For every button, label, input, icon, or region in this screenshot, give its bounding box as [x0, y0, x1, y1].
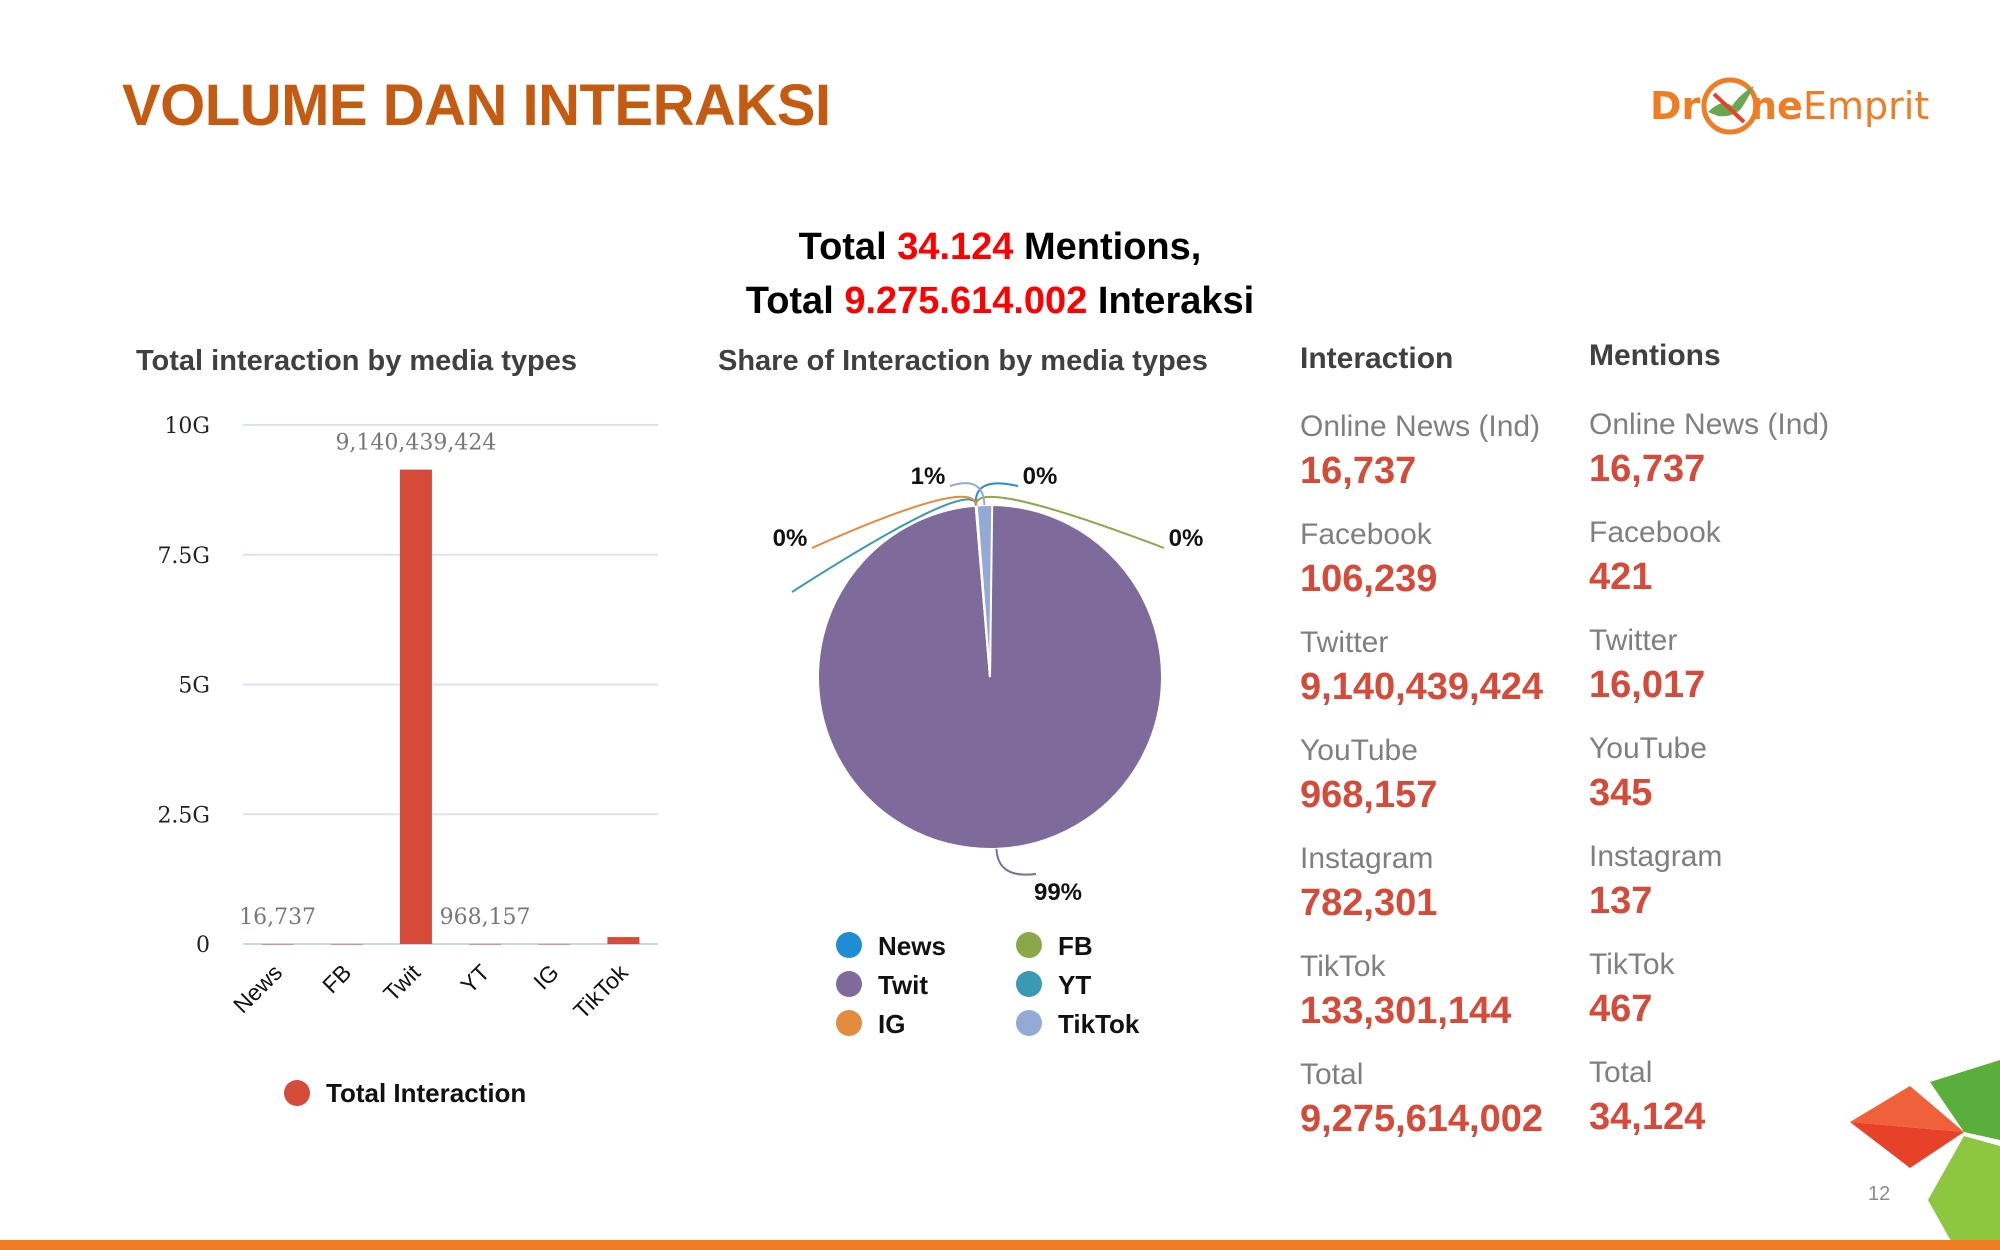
bar-twit	[399, 469, 432, 944]
stat-label: YouTube	[1589, 732, 1707, 765]
mentions-column-title: Mentions	[1589, 339, 1721, 372]
logo-text-dr: Dr	[1650, 84, 1701, 128]
interaction-column-title: Interaction	[1300, 342, 1454, 375]
bar-news	[261, 943, 294, 945]
x-tick-label: IG	[528, 959, 564, 995]
slide-title: VOLUME DAN INTERAKSI	[122, 73, 831, 138]
bottom-accent-bar	[0, 1240, 2000, 1250]
stat-value: 9,275,614,002	[1300, 1098, 1544, 1140]
pie-data-label: 0%	[773, 525, 808, 552]
stat-label: Online News (Ind)	[1300, 410, 1541, 443]
pie-data-label: 1%	[911, 463, 946, 490]
pie-legend-label: FB	[1058, 931, 1093, 961]
stat-label: Facebook	[1589, 516, 1721, 549]
pie-data-label: 99%	[1034, 879, 1082, 906]
headline-suffix: Interaksi	[1087, 280, 1255, 322]
stat-value: 137	[1589, 880, 1653, 922]
bar-data-label: 968,157	[440, 905, 531, 930]
stat-value: 421	[1589, 556, 1653, 598]
stat-label: TikTok	[1589, 948, 1675, 981]
pie-legend-marker	[836, 932, 862, 958]
y-tick-label: 0	[196, 933, 210, 958]
legend-label: Total Interaction	[326, 1078, 526, 1108]
x-tick-label: TikTok	[568, 959, 633, 1024]
logo-text-emprit: Emprit	[1803, 84, 1930, 128]
pie-leader-line	[995, 848, 1037, 876]
legend-marker	[284, 1080, 310, 1106]
pie-data-label: 0%	[1169, 525, 1204, 552]
pie-leader-line	[949, 482, 986, 506]
stat-value: 345	[1589, 772, 1653, 814]
stat-value: 968,157	[1300, 774, 1438, 816]
stat-label: Instagram	[1300, 842, 1434, 875]
pie-leader-line	[975, 495, 1165, 549]
stat-label: Twitter	[1300, 626, 1389, 659]
bar-tiktok	[607, 937, 640, 944]
headline-prefix: Total	[745, 280, 845, 322]
stat-value: 106,239	[1300, 558, 1438, 600]
pie-leader-line	[974, 482, 1019, 506]
pie-legend-label: IG	[878, 1009, 905, 1039]
bar-fb	[330, 943, 363, 945]
stat-label: Facebook	[1300, 518, 1432, 551]
stat-label: Online News (Ind)	[1589, 408, 1830, 441]
headline-mentions: Total 34.124 Mentions,	[0, 226, 2000, 269]
page-number: 12	[1868, 1183, 1891, 1205]
stat-value: 16,737	[1300, 450, 1417, 492]
bird-logo-icon	[1701, 77, 1759, 135]
stat-value: 9,140,439,424	[1300, 666, 1544, 708]
pie-legend-marker	[1016, 1010, 1042, 1036]
stat-value: 16,017	[1589, 664, 1706, 706]
pie-legend-label: Twit	[878, 970, 928, 1000]
x-tick-label: News	[228, 959, 287, 1018]
pie-legend-marker	[836, 971, 862, 997]
drone-emprit-logo: Dr ne Emprit	[1650, 70, 1929, 140]
x-tick-label: FB	[317, 959, 356, 998]
stat-label: Instagram	[1589, 840, 1723, 873]
stat-label: YouTube	[1300, 734, 1418, 767]
x-tick-label: Twit	[378, 959, 426, 1007]
headline-interactions-value: 9.275.614.002	[844, 280, 1088, 322]
stat-value: 467	[1589, 988, 1653, 1030]
pie-legend-label: News	[878, 931, 946, 961]
stat-label: TikTok	[1300, 950, 1386, 983]
pie-legend-marker	[1016, 932, 1042, 958]
x-tick-label: YT	[455, 959, 494, 998]
pie-legend-marker	[836, 1010, 862, 1036]
logo-text-ne: ne	[1750, 84, 1803, 128]
pie-legend-marker	[1016, 971, 1042, 997]
stat-label: Total	[1300, 1058, 1364, 1091]
headline-interactions: Total 9.275.614.002 Interaksi	[0, 280, 2000, 323]
bar-ig	[538, 943, 571, 945]
bar-yt	[469, 943, 502, 945]
decorative-leaf-shapes	[1850, 1060, 2000, 1250]
stat-label: Total	[1589, 1056, 1653, 1089]
stat-label: Twitter	[1589, 624, 1678, 657]
y-tick-label: 5G	[178, 674, 210, 699]
pie-leader-line	[811, 495, 978, 549]
headline-prefix: Total	[798, 226, 898, 268]
y-tick-label: 2.5G	[157, 803, 210, 828]
pie-data-label: 0%	[1023, 463, 1058, 490]
pie-legend-label: TikTok	[1058, 1009, 1140, 1039]
bar-chart-title: Total interaction by media types	[136, 345, 578, 377]
stat-value: 782,301	[1300, 882, 1438, 924]
y-tick-label: 7.5G	[157, 544, 210, 569]
stat-value: 16,737	[1589, 448, 1706, 490]
pie-chart-title: Share of Interaction by media types	[718, 345, 1208, 377]
bar-data-label: 16,737	[239, 905, 316, 930]
bar-data-label: 9,140,439,424	[335, 431, 496, 456]
pie-legend-label: YT	[1058, 970, 1091, 1000]
stat-value: 34,124	[1589, 1096, 1706, 1138]
y-tick-label: 10G	[164, 414, 210, 439]
stat-value: 133,301,144	[1300, 990, 1512, 1032]
headline-suffix: Mentions,	[1013, 226, 1202, 268]
headline-mentions-value: 34.124	[897, 226, 1014, 268]
